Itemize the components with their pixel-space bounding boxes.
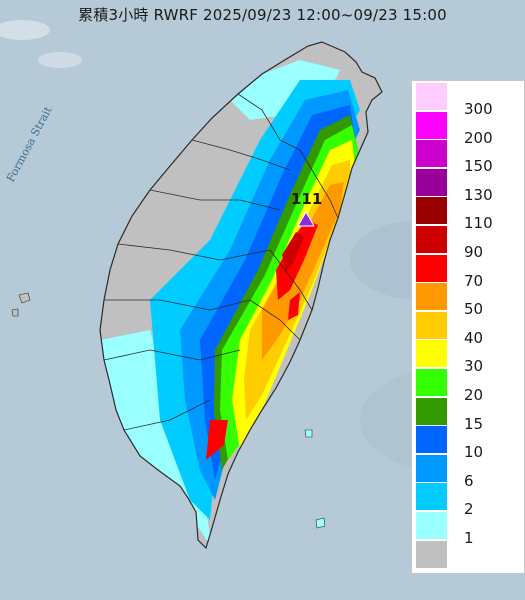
map-title: 累積3小時 RWRF 2025/09/23 12:00~09/23 15:00	[78, 6, 447, 24]
legend-swatch	[416, 168, 447, 196]
rain-band-50mm	[262, 182, 344, 360]
legend-swatch	[416, 454, 447, 482]
legend-label: 15	[464, 414, 484, 433]
legend-swatch	[416, 283, 447, 311]
legend-swatch	[416, 111, 447, 139]
legend-label: 70	[464, 271, 484, 290]
cloud-texture	[38, 52, 82, 68]
legend-label: 110	[464, 214, 493, 233]
legend-label: 130	[464, 185, 493, 204]
green-island	[304, 429, 313, 438]
legend-swatch	[416, 512, 447, 539]
rain-band-70mm	[206, 420, 228, 460]
legend-label: 200	[464, 128, 493, 147]
rain-band-70mm	[276, 220, 318, 300]
legend-swatch	[416, 140, 447, 168]
legend-label: 20	[464, 386, 484, 404]
penghu-islands	[11, 308, 19, 317]
rain-band-70mm	[288, 292, 300, 320]
legend-label: 40	[464, 328, 484, 347]
legend-label: 300	[464, 100, 493, 118]
legend-label: 90	[464, 243, 484, 261]
legend-label: 50	[464, 300, 484, 319]
legend-swatch	[416, 483, 447, 511]
legend-swatch	[416, 226, 447, 253]
legend-label: 30	[464, 357, 484, 376]
legend-swatch	[416, 311, 447, 339]
rain-band-90mm	[282, 232, 304, 272]
legend-swatch	[416, 340, 447, 368]
legend-label: 6	[464, 471, 474, 490]
rainfall-legend: 300 200 150 130 110 90 70 50 40 30 20 15 10 6 2 1	[411, 80, 525, 574]
legend-label: 150	[464, 157, 493, 176]
penghu-islands	[18, 292, 31, 304]
cloud-texture	[0, 20, 50, 40]
coastline	[99, 41, 383, 550]
legend-swatch	[416, 426, 447, 454]
legend-swatch	[416, 540, 447, 568]
orchid-island	[315, 517, 326, 529]
legend-label: 1	[464, 529, 474, 547]
legend-swatch	[416, 197, 447, 225]
legend-label: 10	[464, 443, 484, 462]
legend-swatch	[416, 397, 447, 425]
legend-swatch	[416, 369, 447, 396]
legend-swatch	[416, 254, 447, 282]
legend-swatch	[416, 83, 447, 110]
max-rain-marker	[297, 210, 315, 227]
county-boundaries	[103, 93, 339, 431]
legend-label: 2	[464, 500, 474, 519]
max-value-label: 111	[291, 190, 323, 208]
